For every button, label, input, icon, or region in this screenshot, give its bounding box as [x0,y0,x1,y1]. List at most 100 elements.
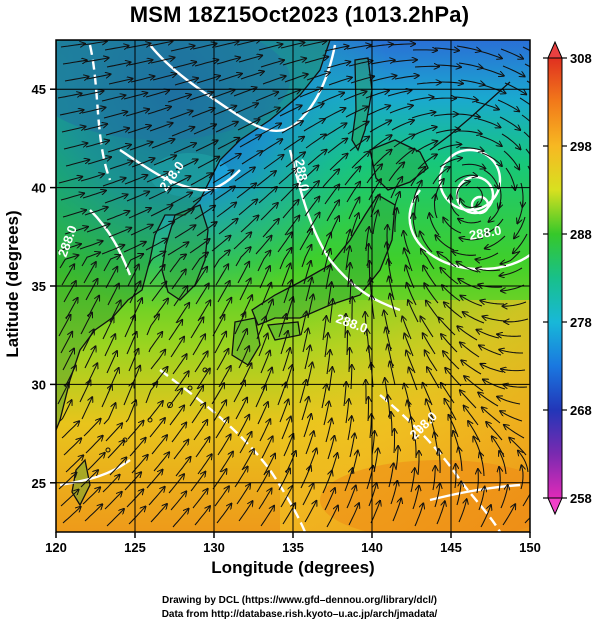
wind-streamline [280,331,288,355]
wind-streamline [395,208,397,233]
wind-streamline [327,139,347,154]
wind-streamline [480,453,485,477]
wind-streamline [57,94,81,99]
wind-streamline [211,236,230,252]
wind-streamline [480,505,491,528]
wind-streamline [461,164,485,168]
wind-streamline [169,111,192,120]
wind-streamline [107,145,131,153]
wind-streamline [261,437,273,459]
wind-streamline [460,199,480,208]
wind-streamline [408,300,419,323]
wind-streamline [105,128,129,136]
wind-streamline [372,431,375,456]
contour-label: 288.0 [468,223,503,243]
wind-streamline [171,423,186,443]
wind-streamline [459,148,483,151]
wind-streamline [325,123,346,137]
wind-streamline [108,79,132,85]
wind-streamline [84,505,102,522]
wind-streamline [433,114,458,116]
wind-streamline [125,401,136,423]
wind-streamline [453,97,478,100]
wind-streamline [169,406,184,426]
wind-streamline [489,201,502,222]
wind-streamline [145,239,167,251]
wind-streamline [215,122,238,133]
wind-streamline [82,330,94,352]
wind-streamline [216,203,236,218]
wind-streamline [109,458,126,476]
wind-streamline [190,318,203,339]
wind-streamline [499,184,502,208]
wind-streamline [277,383,286,406]
wind-streamline [463,312,485,324]
wind-streamline [262,76,285,85]
wind-streamline [175,160,197,171]
wind-streamline [388,163,404,182]
wind-streamlines [57,40,530,528]
wind-streamline [190,472,205,492]
wind-streamline [346,486,356,509]
wind-streamline [83,419,101,437]
wind-streamline [391,120,414,131]
wind-streamline [305,278,312,302]
wind-streamline [214,487,229,507]
wind-streamline [129,142,152,151]
wind-streamline [457,262,479,273]
wind-streamline [435,130,460,134]
wind-streamline [150,350,165,370]
wind-streamline [434,48,459,51]
wind-streamline [444,303,463,319]
wind-streamline [479,346,502,356]
wind-streamline [497,334,522,336]
wind-streamline [259,419,270,442]
wind-streamline [152,74,176,81]
wind-streamline [485,218,504,234]
wind-streamline [456,482,461,506]
wind-streamline [257,402,268,425]
wind-streamline [146,315,159,336]
wind-streamline [85,141,109,148]
wind-streamline [390,294,397,318]
wind-streamline [501,369,526,371]
wind-streamline [240,72,264,80]
wind-streamline [217,138,239,150]
wind-streamline [460,238,484,240]
wind-streamline [196,222,216,237]
wind-streamline [238,501,252,522]
wind-streamline [59,400,72,422]
wind-streamline [101,385,112,408]
wind-streamline [305,432,314,455]
wind-streamline [193,420,207,441]
wind-streamline [189,386,203,407]
wind-streamline [108,228,131,238]
wind-streamline [482,408,501,424]
wind-streamline [80,174,104,182]
wind-streamline [405,334,414,357]
wind-streamline [414,504,423,527]
wind-streamline [213,401,226,422]
wind-streamline [65,160,89,167]
wind-streamline [394,76,419,80]
wind-streamline [464,406,479,426]
wind-streamline [147,107,171,115]
wind-streamline [82,487,100,505]
wind-streamline [57,383,69,405]
wind-streamline [170,46,194,52]
wind-streamline [323,249,330,273]
wind-streamline [233,233,251,250]
wind-streamline [212,469,226,490]
wind-streamline [501,284,525,291]
wind-streamline [347,122,368,135]
wind-streamline [305,135,326,149]
wind-streamline [87,157,111,165]
wind-streamline [441,334,458,353]
latitude-tick-label: 25 [32,476,46,491]
wind-streamline [421,317,434,338]
wind-streamline [414,66,439,67]
wind-streamline [255,385,266,408]
wind-streamline [390,44,415,45]
wind-streamline [393,135,414,148]
